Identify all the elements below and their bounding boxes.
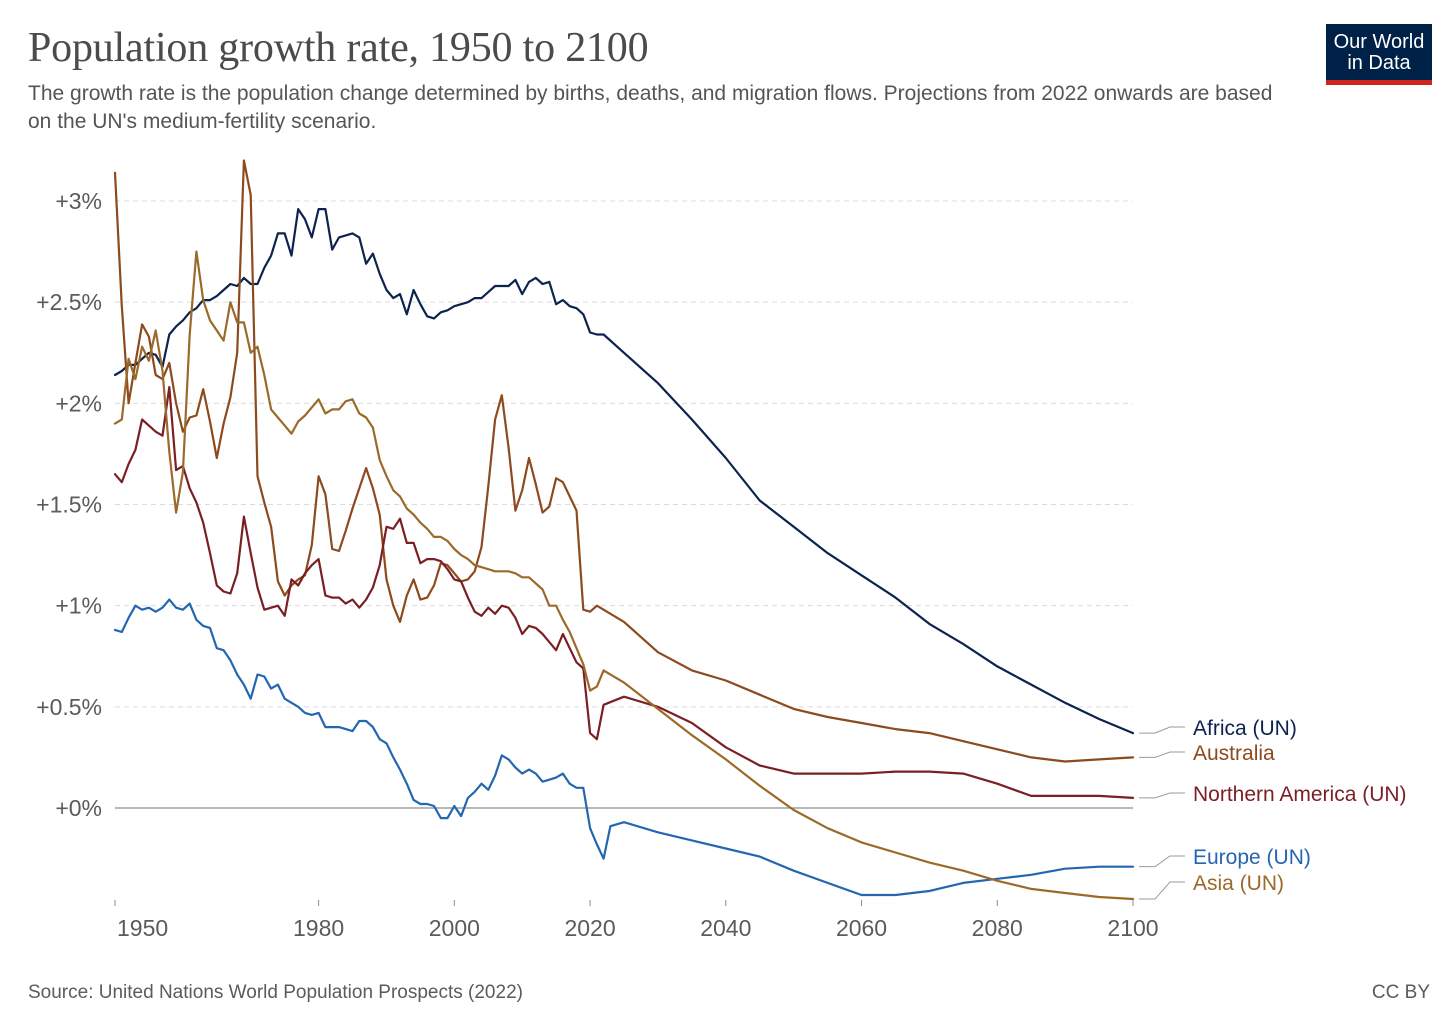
license-link[interactable]: CC BY bbox=[1371, 982, 1430, 1003]
series-label[interactable]: Australia bbox=[1193, 742, 1275, 765]
y-tick-label: +0.5% bbox=[36, 694, 102, 720]
series-label[interactable]: Africa (UN) bbox=[1193, 717, 1297, 740]
x-tick-label: 2080 bbox=[972, 915, 1023, 941]
series-lines[interactable] bbox=[113, 159, 1135, 901]
y-tick-label: +2.5% bbox=[36, 289, 102, 315]
y-tick-label: +1.5% bbox=[36, 492, 102, 518]
chart-subtitle: The growth rate is the population change… bbox=[28, 82, 1273, 133]
x-tick-label: 2020 bbox=[564, 915, 615, 941]
series-label[interactable]: Northern America (UN) bbox=[1193, 783, 1407, 806]
logo-accent-bar bbox=[1326, 80, 1432, 85]
x-tick-label: 2060 bbox=[836, 915, 887, 941]
y-axis: +0% +0.5% +1% +1.5% +2% +2.5% +3% bbox=[36, 188, 102, 821]
logo-line-2: in Data bbox=[1347, 52, 1411, 74]
x-tick-label: 2000 bbox=[429, 915, 480, 941]
series-line-africa-un[interactable] bbox=[113, 208, 1135, 735]
x-axis: 1950 1980 2000 2020 2040 2060 2080 2100 bbox=[114, 900, 1159, 941]
series-line-europe-un[interactable] bbox=[113, 598, 1135, 897]
label-connector bbox=[1139, 726, 1185, 734]
y-tick-label: +0% bbox=[55, 795, 102, 821]
label-connector bbox=[1139, 792, 1185, 799]
x-tick-label: 2040 bbox=[700, 915, 751, 941]
owid-logo[interactable]: Our World in Data bbox=[1326, 24, 1432, 85]
series-line-asia-un[interactable] bbox=[113, 250, 1135, 901]
label-connector bbox=[1139, 751, 1185, 758]
y-tick-label: +1% bbox=[55, 593, 102, 619]
series-label[interactable]: Asia (UN) bbox=[1193, 872, 1284, 895]
source-note[interactable]: Source: United Nations World Population … bbox=[28, 982, 523, 1003]
series-line-northern-america-un[interactable] bbox=[113, 386, 1135, 800]
label-connector bbox=[1139, 881, 1185, 900]
line-chart[interactable]: +0% +0.5% +1% +1.5% +2% +2.5% +3% 1950 1980 2000… bbox=[0, 0, 1456, 970]
logo-line-1: Our World bbox=[1333, 31, 1425, 53]
x-tick-label: 2100 bbox=[1107, 915, 1158, 941]
x-tick-label: 1980 bbox=[293, 915, 344, 941]
x-tick-label: 1950 bbox=[117, 915, 168, 941]
series-line-australia[interactable] bbox=[113, 159, 1135, 763]
y-tick-label: +3% bbox=[55, 188, 102, 214]
series-labels[interactable]: Africa (UN)Australia Northern America (UN… bbox=[1139, 717, 1407, 900]
series-label[interactable]: Europe (UN) bbox=[1193, 846, 1311, 869]
gridlines bbox=[115, 200, 1133, 809]
label-connector bbox=[1139, 855, 1185, 868]
chart-title: Population growth rate, 1950 to 2100 bbox=[28, 25, 649, 71]
y-tick-label: +2% bbox=[55, 390, 102, 416]
